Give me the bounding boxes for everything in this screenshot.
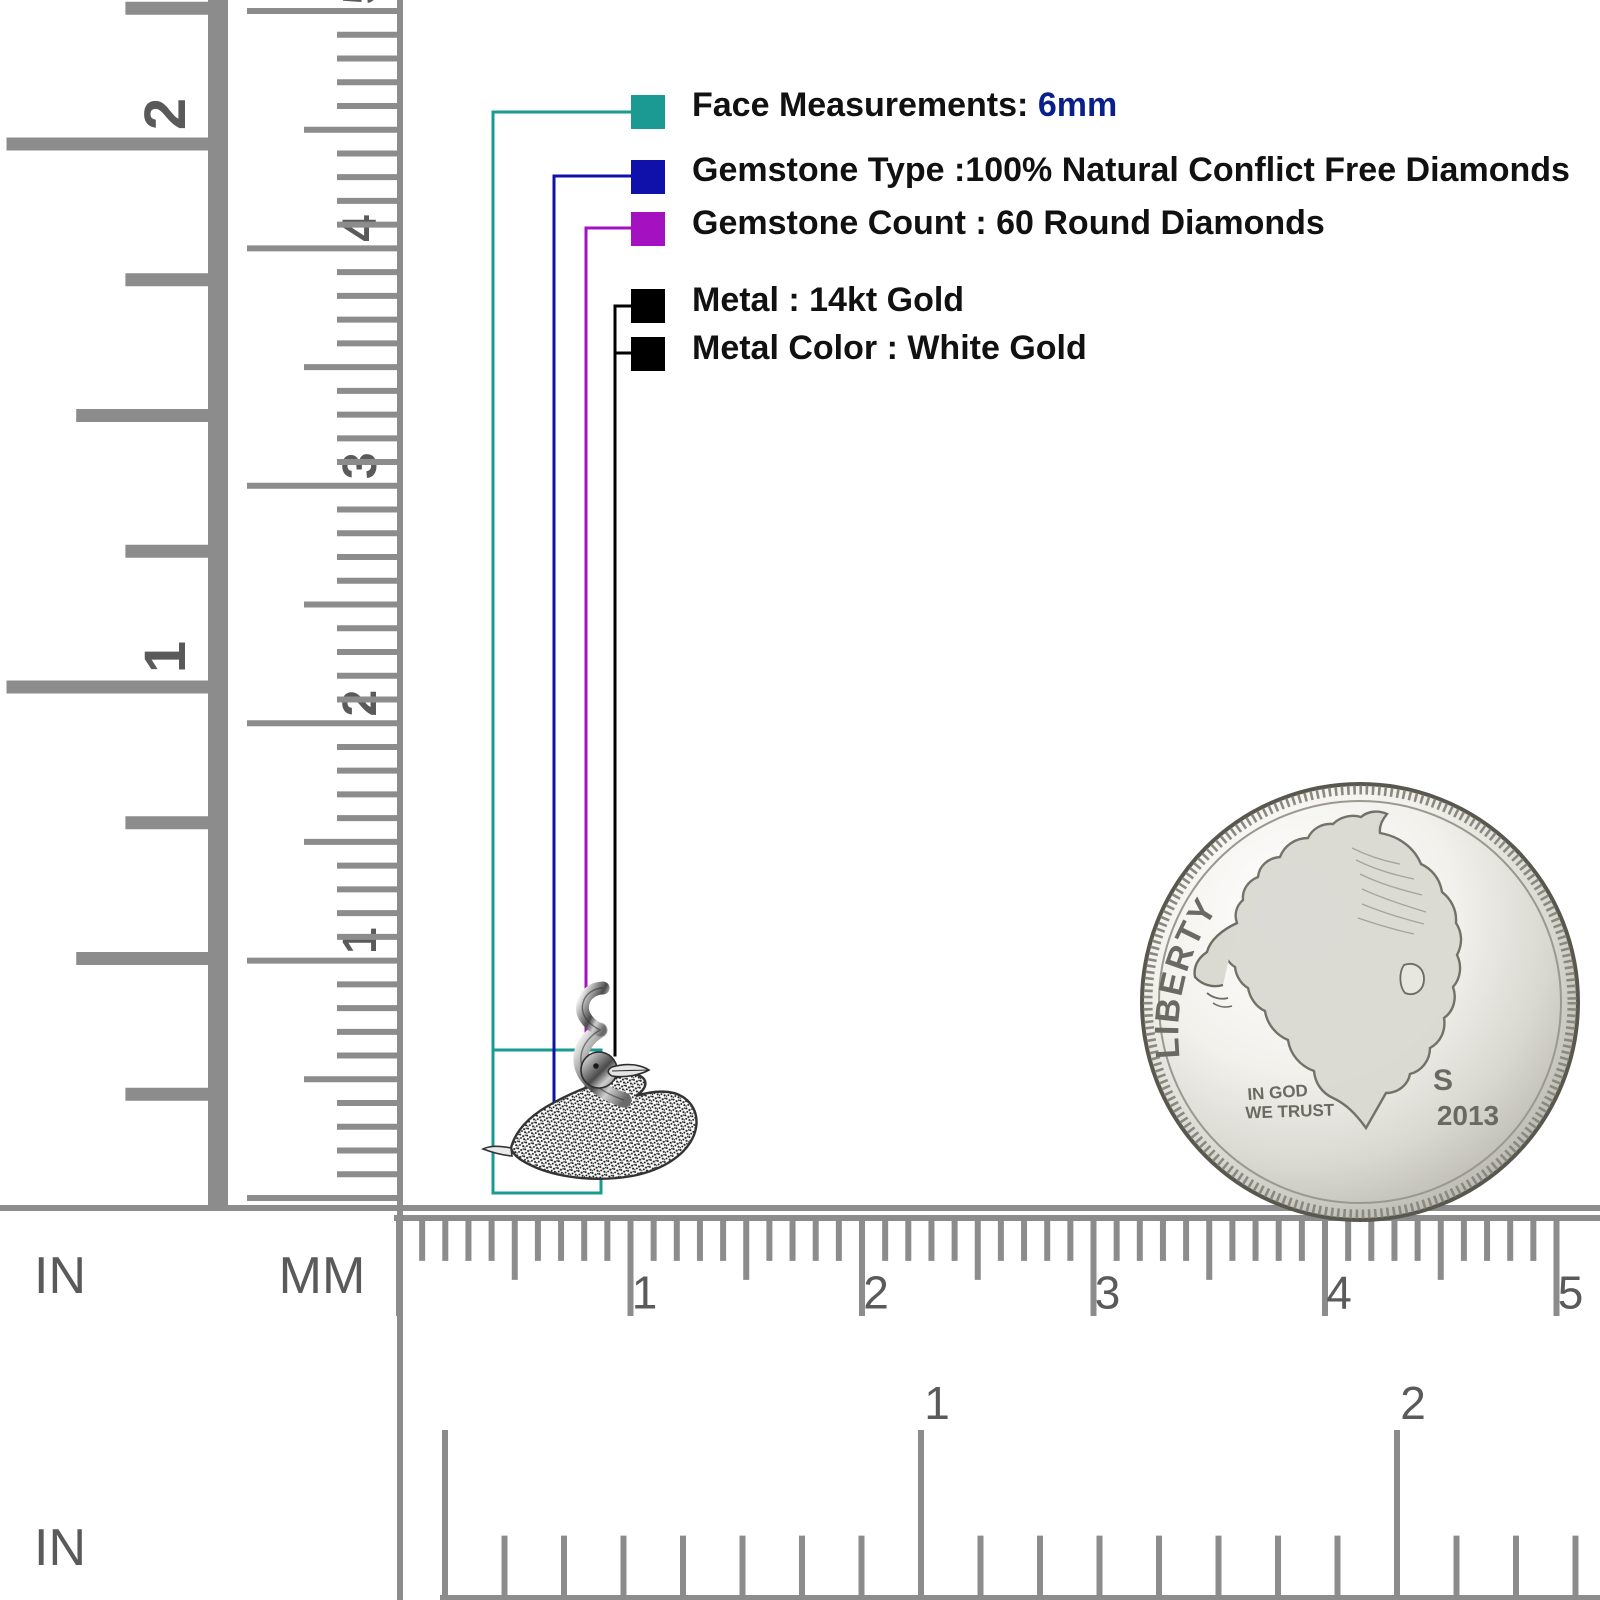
- svg-text:S: S: [1433, 1064, 1453, 1097]
- svg-text:WE TRUST: WE TRUST: [1245, 1100, 1335, 1122]
- svg-text:2013: 2013: [1437, 1100, 1499, 1131]
